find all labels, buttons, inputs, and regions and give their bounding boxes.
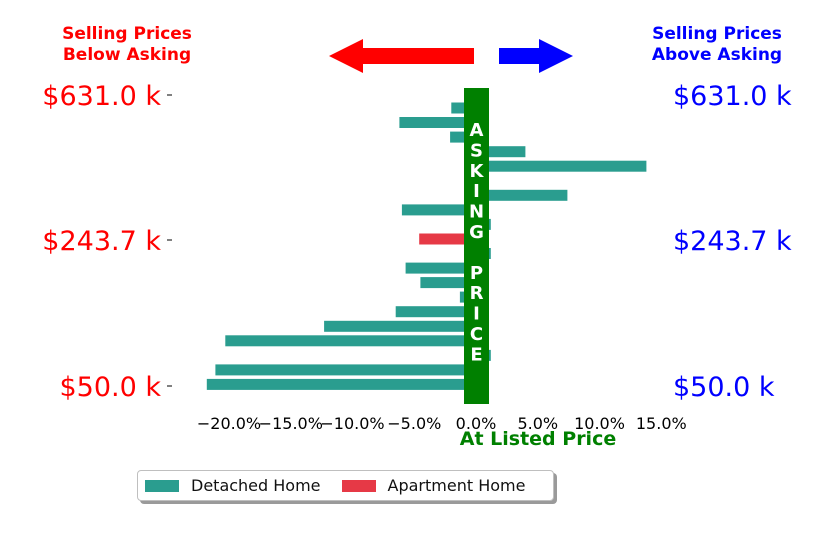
x-tick-label: 10.0% xyxy=(574,414,625,433)
bar-detached-home xyxy=(225,335,476,347)
below-asking-title-line-2: Below Asking xyxy=(63,45,191,65)
x-tick-label: −15.0% xyxy=(259,414,323,433)
x-tick-label: −20.0% xyxy=(197,414,261,433)
x-tick-labels: −20.0%−15.0%−10.0% −5.0% 0.0% 5.0% 10.0% 15.0… xyxy=(197,414,687,433)
y-tick-label-left: $631.0 k xyxy=(42,81,161,112)
band-letter: I xyxy=(473,304,480,325)
below-asking-title-line-1: Selling Prices xyxy=(62,24,192,44)
bar-detached-home xyxy=(420,277,476,289)
legend-item-apartment: Apartment Home xyxy=(341,476,526,495)
x-tick-label: 0.0% xyxy=(456,414,497,433)
x-tick-label: −10.0% xyxy=(320,414,384,433)
above-asking-title: Selling Prices Above Asking xyxy=(652,24,782,65)
right-arrow-icon xyxy=(499,39,573,73)
bar-detached-home xyxy=(395,306,476,318)
band-letter: P xyxy=(470,263,483,284)
bar-detached-home xyxy=(476,146,526,158)
x-tick-label: 5.0% xyxy=(517,414,558,433)
x-tick-label: −5.0% xyxy=(387,414,441,433)
band-letter: N xyxy=(469,202,484,223)
below-asking-title: Selling Prices Below Asking xyxy=(62,24,192,65)
y-tick-label-left: $243.7 k xyxy=(42,226,161,257)
above-asking-title-line-1: Selling Prices xyxy=(652,24,782,44)
band-letter: K xyxy=(470,161,485,182)
left-arrow-icon xyxy=(329,39,474,73)
legend: Detached Home Apartment Home xyxy=(137,470,554,501)
bar-detached-home xyxy=(476,160,647,172)
bar-detached-home xyxy=(451,102,476,114)
band-letter: S xyxy=(470,140,483,161)
x-tick-label: 15.0% xyxy=(636,414,687,433)
bars xyxy=(206,102,647,390)
y-tick-label-left: $50.0 k xyxy=(59,372,161,403)
legend-label-apartment: Apartment Home xyxy=(387,476,526,495)
bar-apartment-home xyxy=(419,233,476,245)
bar-detached-home xyxy=(450,131,476,143)
bar-detached-home xyxy=(401,204,476,216)
band-letter: C xyxy=(470,324,483,345)
band-letter: A xyxy=(470,120,484,141)
band-letter: G xyxy=(469,222,484,243)
bar-detached-home xyxy=(324,320,476,332)
asking-price-band-rect xyxy=(464,88,489,404)
y-tick-label-right: $631.0 k xyxy=(673,81,792,112)
legend-label-detached: Detached Home xyxy=(191,476,321,495)
y-tick-label-right: $243.7 k xyxy=(673,226,792,257)
bar-detached-home xyxy=(206,378,477,390)
band-letter: R xyxy=(470,283,484,304)
legend-swatch-apartment xyxy=(341,479,376,492)
bar-detached-home xyxy=(476,189,568,201)
y-tick-label-right: $50.0 k xyxy=(673,372,775,403)
y-tick-labels: $631.0 k $243.7 k $50.0 k $631.0 k $243.7 k $… xyxy=(42,81,792,403)
above-asking-title-line-2: Above Asking xyxy=(652,45,782,65)
bar-detached-home xyxy=(399,117,476,128)
bar-detached-home xyxy=(215,364,476,376)
band-letter: I xyxy=(473,181,480,202)
x-axis-label: At Listed Price xyxy=(460,428,616,450)
bar-detached-home xyxy=(405,262,476,274)
band-letter: E xyxy=(470,344,482,365)
legend-item-detached: Detached Home xyxy=(145,476,321,495)
legend-swatch-detached xyxy=(145,479,179,492)
